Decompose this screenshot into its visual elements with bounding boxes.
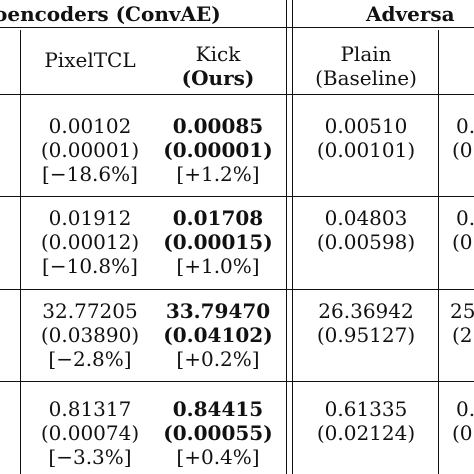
cell-plain-r3-std: (0.95127) (316, 323, 416, 347)
vrule-mid-b (292, 0, 293, 474)
cell-kick-r1-std: (0.00001) (163, 138, 273, 162)
vrule-left (20, 30, 21, 474)
cell-pixeltcl-r1-delta: [−18.6%] (42, 162, 138, 186)
cell-kick-r3-mean: 33.79470 (165, 299, 271, 323)
group-title-adversarial: Adversa (366, 2, 455, 26)
cell-pixeltcl-r2-mean: 0.01912 (48, 206, 132, 230)
cell-pixeltcl-r4-mean: 0.81317 (48, 397, 132, 421)
rule-top (0, 27, 474, 28)
cell-pixeltcl-r1-mean: 0.00102 (48, 114, 132, 138)
cell-partial-r1-std: (0. (452, 138, 474, 162)
cell-kick-r3-delta: [+0.2%] (176, 347, 260, 371)
rule-row1 (0, 196, 474, 197)
rule-row2 (0, 289, 474, 290)
cell-kick-r4-delta: [+0.4%] (176, 445, 260, 469)
cell-kick-r1-delta: [+1.2%] (176, 162, 260, 186)
group-title-autoencoders: oencoders (ConvAE) (0, 2, 221, 26)
cell-plain-r2-mean: 0.04803 (324, 206, 408, 230)
cell-plain-r4-mean: 0.61335 (324, 397, 408, 421)
cell-plain-r1-mean: 0.00510 (324, 114, 408, 138)
cell-kick-r4-mean: 0.84415 (172, 397, 264, 421)
col-header-plain-baseline: (Baseline) (315, 66, 417, 90)
cell-plain-r1-std: (0.00101) (316, 138, 416, 162)
cell-partial-r3-mean: 25 (450, 299, 474, 323)
cell-partial-r2-std: (0. (452, 230, 474, 254)
cell-plain-r2-std: (0.00598) (316, 230, 416, 254)
cell-partial-r2-mean: 0. (456, 206, 474, 230)
cell-pixeltcl-r3-std: (0.03890) (40, 323, 140, 347)
col-header-kick: Kick (195, 42, 241, 66)
col-header-plain: Plain (340, 42, 392, 66)
cell-pixeltcl-r1-std: (0.00001) (40, 138, 140, 162)
cell-kick-r3-std: (0.04102) (163, 323, 273, 347)
cell-pixeltcl-r4-delta: [−3.3%] (48, 445, 132, 469)
cell-kick-r2-mean: 0.01708 (172, 206, 264, 230)
cell-partial-r4-mean: 0. (456, 397, 474, 421)
cell-pixeltcl-r3-mean: 32.77205 (42, 299, 138, 323)
col-header-pixeltcl: PixelTCL (44, 48, 136, 72)
cell-pixeltcl-r4-std: (0.00074) (40, 421, 140, 445)
cell-pixeltcl-r2-std: (0.00012) (40, 230, 140, 254)
cell-partial-r4-std: (0. (452, 421, 474, 445)
vrule-mid-a (286, 0, 287, 474)
col-header-kick-ours: (Ours) (181, 66, 255, 90)
cell-plain-r3-mean: 26.36942 (318, 299, 414, 323)
cell-kick-r2-delta: [+1.0%] (176, 254, 260, 278)
cell-plain-r4-std: (0.02124) (316, 421, 416, 445)
rule-header (0, 94, 474, 95)
cell-partial-r1-mean: 0. (456, 114, 474, 138)
cell-pixeltcl-r2-delta: [−10.8%] (42, 254, 138, 278)
rule-row3 (0, 381, 474, 382)
cell-kick-r4-std: (0.00055) (163, 421, 273, 445)
cell-kick-r1-mean: 0.00085 (172, 114, 264, 138)
vrule-right (438, 30, 439, 474)
cell-kick-r2-std: (0.00015) (163, 230, 273, 254)
cell-pixeltcl-r3-delta: [−2.8%] (48, 347, 132, 371)
cell-partial-r3-std: (2. (452, 323, 474, 347)
